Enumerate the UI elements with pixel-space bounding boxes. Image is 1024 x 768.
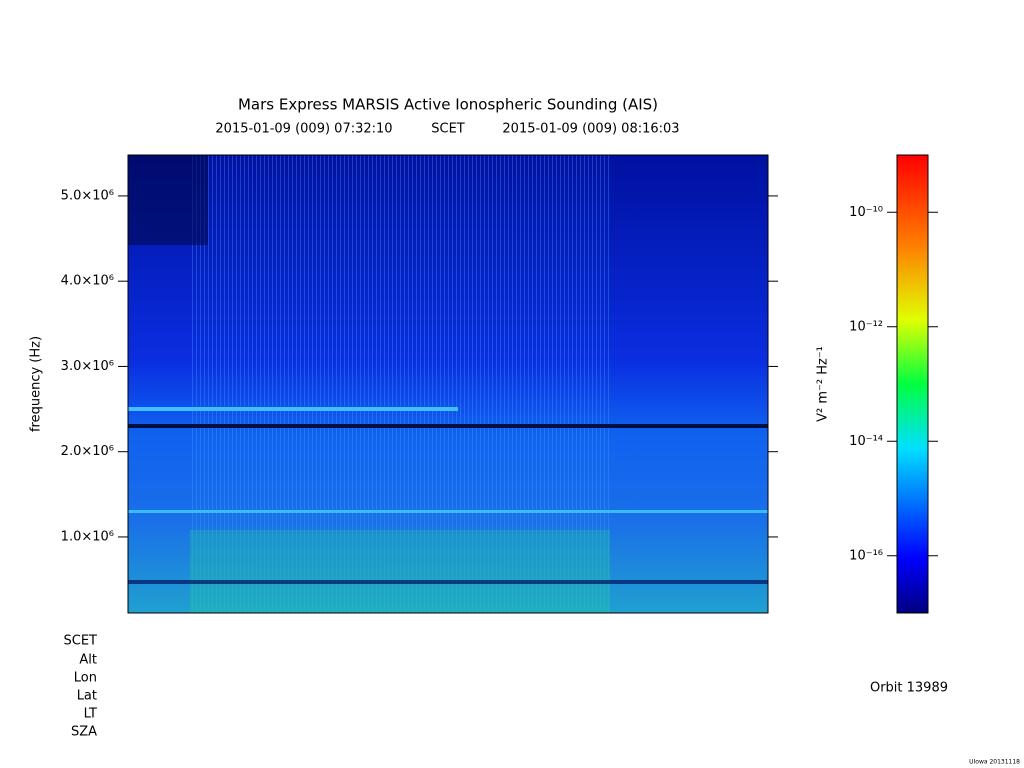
y-tick-label: 1.0×10⁶ [61, 529, 114, 544]
time-label: SCET [431, 122, 465, 137]
x-axis-label: SCET [64, 634, 98, 649]
colorbar-label: V² m⁻² Hz⁻¹ [816, 346, 831, 422]
plot-frame [127, 154, 769, 614]
colorbar-tick-label: 10⁻¹⁰ [849, 205, 883, 220]
y-tick-label: 2.0×10⁶ [61, 444, 114, 459]
colorbar-tick-label: 10⁻¹² [849, 319, 883, 334]
footer: UIowa 20131118 [969, 759, 1020, 766]
orbit-label: Orbit 13989 [870, 681, 948, 696]
ephemeris-label: Lat [77, 689, 97, 704]
ephemeris-label: Lon [74, 671, 97, 686]
y-axis-label: frequency (Hz) [29, 336, 44, 432]
spectrogram-image [128, 155, 768, 613]
y-tick-label: 3.0×10⁶ [61, 359, 114, 374]
ephemeris-label: LT [84, 707, 97, 722]
colorbar-tick-label: 10⁻¹⁶ [849, 548, 883, 563]
ephemeris-label: SZA [71, 725, 97, 740]
y-tick-label: 4.0×10⁶ [61, 274, 114, 289]
start-time: 2015-01-09 (009) 07:32:10 [215, 122, 392, 137]
chart-title: Mars Express MARSIS Active Ionospheric S… [238, 96, 658, 114]
y-tick-label: 5.0×10⁶ [61, 188, 114, 203]
end-time: 2015-01-09 (009) 08:16:03 [502, 122, 679, 137]
colorbar [896, 154, 929, 614]
ephemeris-label: Alt [79, 653, 97, 668]
colorbar-tick-label: 10⁻¹⁴ [849, 434, 883, 449]
